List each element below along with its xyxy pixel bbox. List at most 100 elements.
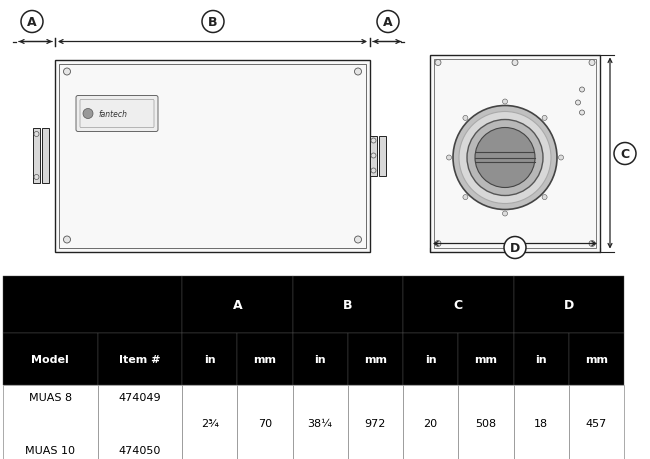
Text: mm: mm	[254, 354, 276, 364]
Text: D: D	[510, 241, 520, 254]
Circle shape	[475, 128, 535, 188]
Text: 474050: 474050	[118, 445, 161, 454]
Text: 70: 70	[258, 418, 272, 428]
Circle shape	[512, 241, 518, 247]
Circle shape	[354, 69, 361, 76]
Bar	[182, 386, 237, 459]
Text: MUAS 10: MUAS 10	[25, 445, 75, 454]
Bar	[292, 386, 348, 459]
Text: C: C	[454, 298, 463, 311]
Bar	[292, 276, 403, 333]
Circle shape	[463, 116, 468, 121]
Text: 972: 972	[365, 418, 386, 428]
Circle shape	[542, 195, 547, 200]
Bar	[370, 136, 377, 176]
Circle shape	[371, 168, 376, 174]
Circle shape	[21, 11, 43, 34]
Bar	[434, 59, 596, 248]
Circle shape	[504, 237, 526, 259]
Bar	[403, 333, 458, 386]
Bar	[292, 333, 348, 386]
Bar	[514, 276, 624, 333]
Text: 20: 20	[424, 418, 437, 428]
Text: MUAS 8: MUAS 8	[29, 392, 72, 402]
Bar	[348, 386, 403, 459]
Bar	[59, 64, 366, 248]
Text: B: B	[208, 16, 218, 29]
Bar	[98, 333, 182, 386]
Circle shape	[614, 143, 636, 165]
Text: Item #: Item #	[119, 354, 161, 364]
Bar	[237, 386, 292, 459]
Text: 508: 508	[475, 418, 497, 428]
Text: fantech: fantech	[98, 110, 127, 119]
Circle shape	[463, 195, 468, 200]
Circle shape	[542, 116, 547, 121]
Circle shape	[83, 109, 93, 119]
Circle shape	[580, 111, 584, 116]
Circle shape	[558, 156, 564, 161]
Text: 474049: 474049	[118, 392, 161, 402]
Text: C: C	[621, 148, 630, 161]
Text: B: B	[343, 298, 352, 311]
Circle shape	[354, 236, 361, 243]
Circle shape	[453, 106, 557, 210]
Bar	[514, 386, 569, 459]
Circle shape	[34, 132, 39, 137]
Circle shape	[589, 61, 595, 67]
Bar	[3, 276, 182, 333]
Circle shape	[502, 100, 508, 105]
Bar	[182, 276, 292, 333]
Circle shape	[580, 88, 584, 93]
Bar	[348, 333, 403, 386]
Text: mm: mm	[474, 354, 497, 364]
Bar	[569, 386, 624, 459]
Circle shape	[575, 101, 580, 106]
Circle shape	[512, 61, 518, 67]
Bar	[379, 136, 386, 176]
Circle shape	[371, 154, 376, 159]
Bar	[514, 333, 569, 386]
Circle shape	[202, 11, 224, 34]
Text: in: in	[204, 354, 215, 364]
Text: mm: mm	[364, 354, 387, 364]
Text: mm: mm	[585, 354, 608, 364]
Bar	[430, 56, 600, 252]
Bar	[403, 276, 514, 333]
Circle shape	[589, 241, 595, 247]
Text: in: in	[425, 354, 436, 364]
Circle shape	[377, 11, 399, 34]
Text: in: in	[315, 354, 326, 364]
Bar	[98, 386, 182, 459]
Circle shape	[64, 236, 70, 243]
Bar	[3, 333, 98, 386]
Text: Model: Model	[31, 354, 70, 364]
Circle shape	[34, 175, 39, 180]
Bar	[458, 386, 514, 459]
Bar	[33, 129, 40, 184]
Text: A: A	[384, 16, 393, 29]
Bar	[237, 333, 292, 386]
Text: 457: 457	[586, 418, 607, 428]
Bar	[42, 129, 49, 184]
Text: 2¾: 2¾	[201, 418, 218, 428]
Circle shape	[502, 212, 508, 217]
Bar	[403, 386, 458, 459]
Bar	[55, 61, 370, 252]
Text: 18: 18	[534, 418, 548, 428]
Text: D: D	[564, 298, 574, 311]
Circle shape	[459, 112, 551, 204]
Text: in: in	[536, 354, 547, 364]
Circle shape	[447, 156, 452, 161]
Circle shape	[435, 61, 441, 67]
FancyBboxPatch shape	[76, 96, 158, 132]
Circle shape	[467, 120, 543, 196]
Bar	[182, 333, 237, 386]
Text: 38¼: 38¼	[307, 418, 333, 428]
Bar	[3, 386, 98, 459]
Circle shape	[371, 139, 376, 144]
Bar	[458, 333, 514, 386]
Circle shape	[435, 241, 441, 247]
Bar	[569, 333, 624, 386]
Circle shape	[64, 69, 70, 76]
